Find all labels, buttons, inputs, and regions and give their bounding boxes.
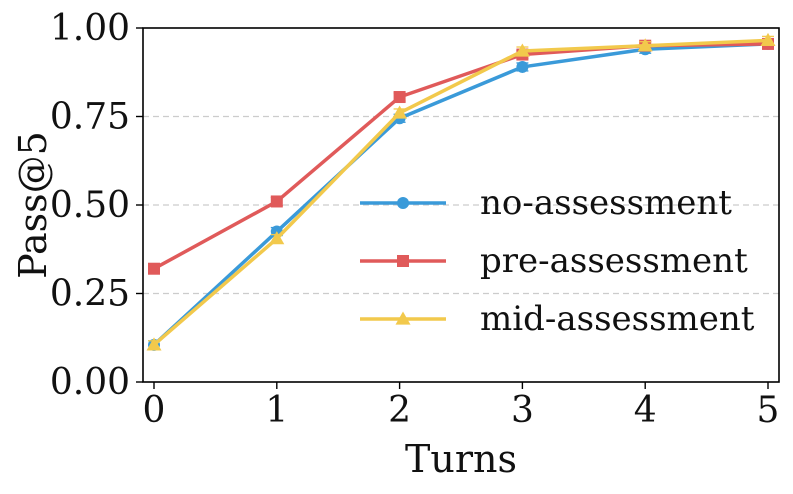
x-tick-label: 2	[388, 390, 411, 431]
legend-marker	[395, 311, 411, 325]
data-point	[270, 195, 283, 208]
data-point	[146, 337, 162, 351]
y-tick-label: 0.75	[50, 97, 130, 138]
data-point	[760, 32, 776, 47]
y-tick-label: 1.00	[50, 8, 130, 49]
legend-item: pre-assessment	[360, 241, 748, 281]
series-pre-assessment	[148, 37, 774, 275]
legend: no-assessment pre-assessment mid-assessmen…	[360, 183, 755, 339]
legend-marker	[397, 197, 409, 209]
x-tick-label: 5	[757, 390, 780, 431]
legend-item: no-assessment	[360, 183, 732, 223]
x-tick-label: 0	[143, 390, 166, 431]
data-point	[637, 38, 653, 52]
data-point	[392, 105, 408, 119]
legend-label: no-assessment	[480, 183, 732, 223]
x-tick-label: 1	[265, 390, 288, 431]
data-point	[516, 60, 529, 73]
legend-marker	[397, 255, 409, 267]
x-tick-label: 4	[634, 390, 657, 431]
y-axis-title: Pass@5	[11, 131, 55, 279]
axes: 0.00 0.25 0.50 0.75 1.00 0 1 2 3 4 5	[50, 8, 780, 431]
series-line	[152, 42, 769, 347]
data-point	[514, 43, 530, 57]
y-tick-label: 0.25	[50, 274, 130, 315]
y-tick-label: 0.50	[50, 185, 130, 226]
x-tick-label: 3	[511, 390, 534, 431]
grid-lines	[143, 115, 779, 295]
legend-item: mid-assessment	[360, 299, 755, 339]
data-point	[148, 262, 160, 275]
data-point	[393, 91, 406, 104]
y-tick-label: 0.00	[50, 362, 130, 403]
data-point	[269, 231, 285, 245]
x-axis-title: Turns	[405, 437, 517, 481]
series-layer	[146, 32, 776, 351]
legend-label: pre-assessment	[480, 241, 748, 281]
legend-label: mid-assessment	[480, 299, 755, 339]
series-mid-assessment	[146, 32, 776, 351]
series-line	[153, 42, 769, 271]
series-line	[152, 38, 769, 347]
